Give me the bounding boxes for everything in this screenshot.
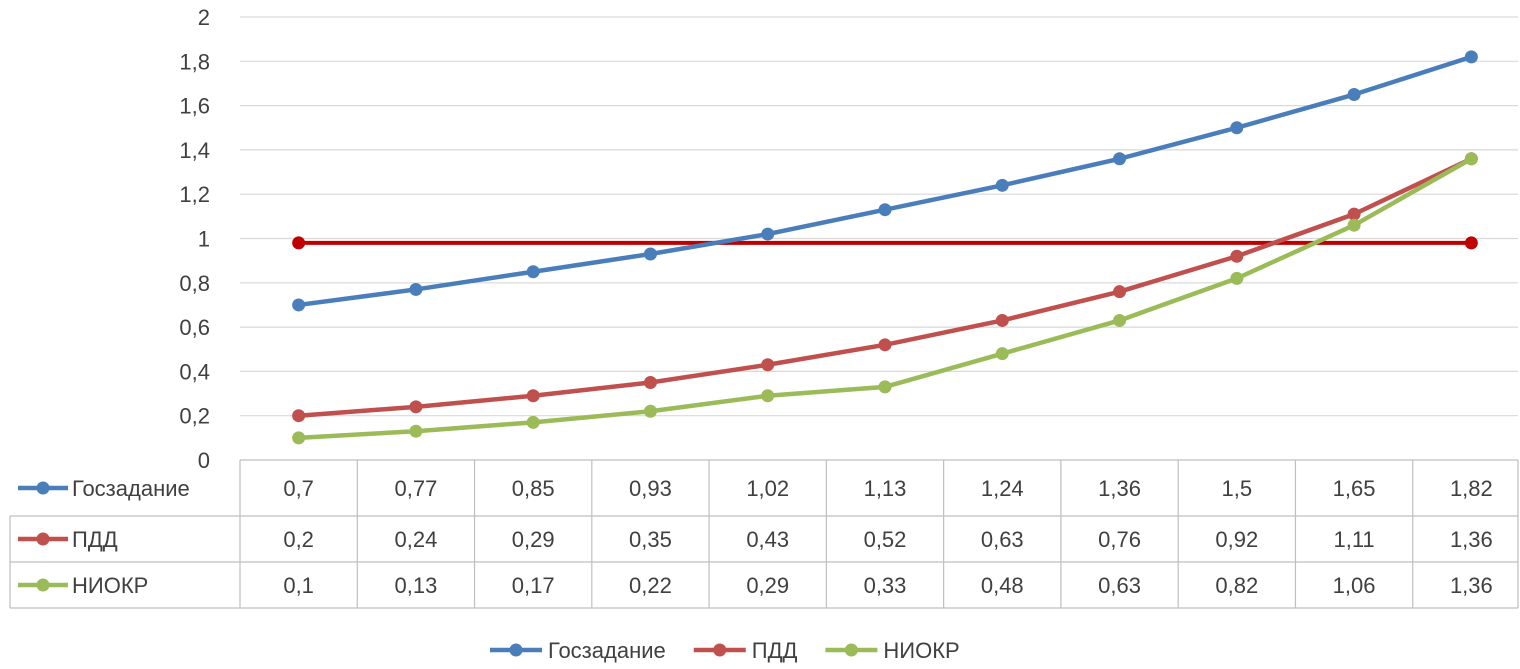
data-point <box>1230 271 1244 285</box>
y-axis: 0 0,2 0,4 0,6 0,8 1 1,2 1,4 1,6 1,8 2 <box>179 5 210 473</box>
data-point <box>1230 121 1244 135</box>
table-cell: 0,85 <box>512 476 555 501</box>
gridlines <box>240 16 1518 417</box>
legend-label: ПДД <box>752 638 798 663</box>
data-point <box>761 389 775 403</box>
data-point <box>1230 249 1244 263</box>
table-cell: 1,36 <box>1098 476 1141 501</box>
table-row-label: НИОКР <box>72 573 148 598</box>
data-point <box>995 347 1009 361</box>
legend-marker <box>509 643 523 657</box>
table-cell: 0,1 <box>283 573 314 598</box>
y-tick-label: 1 <box>198 227 210 252</box>
data-point <box>292 298 306 312</box>
table-cell: 0,35 <box>629 527 672 552</box>
data-point <box>526 389 540 403</box>
table-cell: 1,24 <box>981 476 1024 501</box>
table-cell: 1,65 <box>1333 476 1376 501</box>
data-point <box>761 227 775 241</box>
data-table: Госзадание 0,7 0,77 0,85 0,93 1,02 1,13 1,24 1,3… <box>9 459 1519 609</box>
table-cell: 0,13 <box>394 573 437 598</box>
y-tick-label: 1,4 <box>179 138 210 163</box>
data-point <box>526 415 540 429</box>
table-cell: 1,13 <box>864 476 907 501</box>
table-cell: 0,48 <box>981 573 1024 598</box>
data-point <box>1113 152 1127 166</box>
data-point <box>878 203 892 217</box>
table-cell: 0,22 <box>629 573 672 598</box>
table-cell: 0,17 <box>512 573 555 598</box>
series-line <box>298 54 1473 308</box>
table-cell: 1,5 <box>1222 476 1253 501</box>
table-cell: 0,93 <box>629 476 672 501</box>
table-cell: 0,43 <box>746 527 789 552</box>
data-point <box>1464 152 1478 166</box>
table-cell: 0,2 <box>283 527 314 552</box>
y-tick-label: 0,8 <box>179 271 210 296</box>
table-legend-marker <box>36 532 50 546</box>
data-point <box>292 431 306 445</box>
table-cell: 0,29 <box>746 573 789 598</box>
table-cell: 0,7 <box>283 476 314 501</box>
table-cell: 0,76 <box>1098 527 1141 552</box>
data-point <box>292 409 306 423</box>
data-point <box>643 375 657 389</box>
data-point <box>409 400 423 414</box>
data-point <box>643 247 657 261</box>
table-cell: 1,11 <box>1333 527 1374 552</box>
table-cell: 0,29 <box>512 527 555 552</box>
data-point <box>995 178 1009 192</box>
table-row-label: ПДД <box>72 527 118 552</box>
data-point <box>1464 50 1478 64</box>
data-point <box>1347 218 1361 232</box>
data-point <box>1347 88 1361 102</box>
y-tick-label: 1,6 <box>179 94 210 119</box>
data-point <box>643 404 657 418</box>
data-point <box>761 358 775 372</box>
series-line <box>298 156 1473 441</box>
table-cell: 1,06 <box>1333 573 1376 598</box>
table-cell: 0,77 <box>394 476 437 501</box>
table-cell: 1,02 <box>746 476 789 501</box>
data-point <box>1347 207 1361 221</box>
legend: Госзадание ПДД НИОКР <box>490 638 960 663</box>
table-cell: 1,36 <box>1450 527 1493 552</box>
data-point <box>1113 285 1127 299</box>
table-cell: 0,24 <box>394 527 437 552</box>
data-point <box>526 265 540 279</box>
data-point <box>409 424 423 438</box>
table-legend-marker <box>36 578 50 592</box>
table-cell: 0,33 <box>864 573 907 598</box>
data-point <box>409 282 423 296</box>
reference-line-marker <box>1464 236 1478 250</box>
data-point <box>1113 313 1127 327</box>
table-cell: 0,52 <box>864 527 907 552</box>
table-cell: 0,92 <box>1215 527 1258 552</box>
legend-label: НИОКР <box>883 638 959 663</box>
data-point <box>878 338 892 352</box>
table-legend-marker <box>36 481 50 495</box>
data-point <box>878 380 892 394</box>
table-row-label: Госзадание <box>72 476 190 501</box>
table-cell: 0,63 <box>1098 573 1141 598</box>
legend-marker <box>713 643 727 657</box>
y-tick-label: 1,2 <box>179 182 210 207</box>
table-cell: 1,36 <box>1450 573 1493 598</box>
y-tick-label: 0 <box>198 448 210 473</box>
legend-marker <box>844 643 858 657</box>
data-point <box>995 313 1009 327</box>
y-tick-label: 0,4 <box>179 359 210 384</box>
legend-label: Госзадание <box>548 638 666 663</box>
y-tick-label: 1,8 <box>179 49 210 74</box>
series-line <box>298 156 1473 418</box>
table-cell: 0,82 <box>1215 573 1258 598</box>
series-group <box>292 50 1478 445</box>
table-cell: 1,82 <box>1450 476 1493 501</box>
y-tick-label: 0,2 <box>179 404 210 429</box>
reference-line-marker <box>292 236 306 250</box>
table-cell: 0,63 <box>981 527 1024 552</box>
y-tick-label: 2 <box>198 5 210 30</box>
y-tick-label: 0,6 <box>179 315 210 340</box>
